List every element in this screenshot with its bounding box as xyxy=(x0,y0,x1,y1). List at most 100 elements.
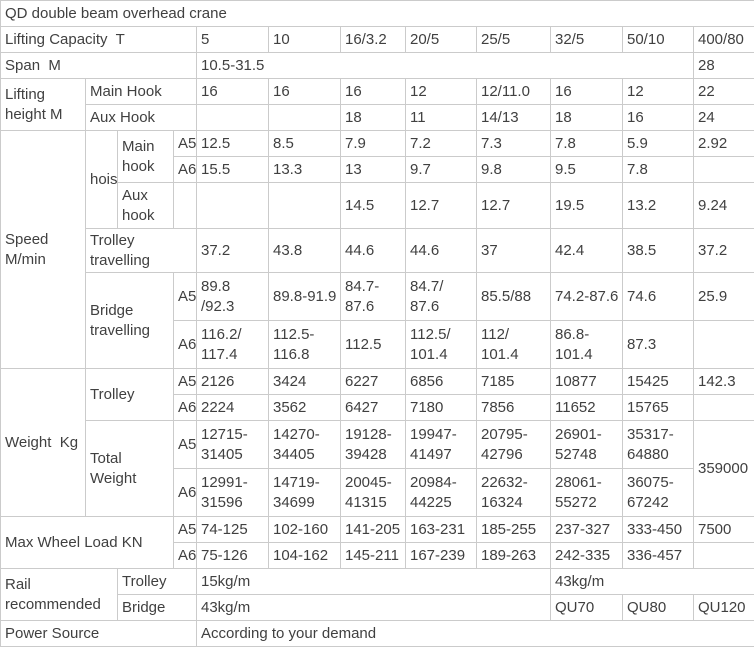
rail-bridge-qu-value: QU120 xyxy=(692,594,754,621)
bridge-a6-value: 86.8- 101.4 xyxy=(550,320,623,369)
rail-trolley-label: Trolley xyxy=(117,568,197,595)
hoist-aux-value: 12.7 xyxy=(476,182,551,229)
grade-a5-label: A5 xyxy=(173,130,197,157)
bridge-a5-value: 84.7-87.6 xyxy=(340,272,406,321)
wheel-a6-value: 167-239 xyxy=(405,542,477,569)
main-hook-value: 16 xyxy=(550,78,623,105)
total-weight-a6-value: 22632- 16324 xyxy=(476,468,551,517)
grade-a6-label: A6 xyxy=(173,542,197,569)
power-source-label: Power Source xyxy=(0,620,197,647)
wheel-a5-value: 163-231 xyxy=(405,516,477,543)
capacity-value: 20/5 xyxy=(405,26,477,53)
trolley-travelling-value: 37.2 xyxy=(196,228,269,273)
wheel-a6-value: 75-126 xyxy=(196,542,269,569)
hoist-main-a5-value: 2.92 xyxy=(692,130,754,157)
bridge-a5-value: 85.5/88 xyxy=(476,272,551,321)
total-weight-a6-value: 12991- 31596 xyxy=(196,468,269,517)
hoist-main-a5-value: 7.8 xyxy=(550,130,623,157)
bridge-a5-value: 84.7/ 87.6 xyxy=(405,272,477,321)
empty-cell xyxy=(173,182,197,229)
main-hook-value: 22 xyxy=(692,78,754,105)
hoist-main-a5-value: 7.9 xyxy=(340,130,406,157)
bridge-travelling-label: Bridge travelling xyxy=(85,272,174,369)
main-hook-value: 16 xyxy=(340,78,406,105)
rail-trolley-left-value: 15kg/m xyxy=(196,568,551,595)
weight-trolley-a5-value: 142.3 xyxy=(692,368,754,395)
total-weight-a5-value: 35317- 64880 xyxy=(622,420,694,469)
weight-trolley-a5-value: 2126 xyxy=(196,368,269,395)
weight-trolley-a5-value: 10877 xyxy=(550,368,623,395)
main-hook-label: Main Hook xyxy=(85,78,197,105)
wheel-a6-value: 242-335 xyxy=(550,542,623,569)
span-label: Span M xyxy=(0,52,197,79)
total-weight-a5-value: 19947- 41497 xyxy=(405,420,477,469)
hoist-aux-value: 9.24 xyxy=(692,182,754,229)
speed-label: Speed M/min xyxy=(0,130,86,369)
grade-a6-label: A6 xyxy=(173,394,197,421)
rail-bridge-qu-value: QU80 xyxy=(622,594,694,621)
total-weight-a5-value: 26901- 52748 xyxy=(550,420,623,469)
bridge-a6-value: 112.5/ 101.4 xyxy=(405,320,477,369)
hoist-main-a6-value: 13 xyxy=(340,156,406,183)
lifting-capacity-label: Lifting Capacity T xyxy=(0,26,197,53)
total-weight-merged-value: 359000 xyxy=(692,420,754,517)
capacity-value: 50/10 xyxy=(622,26,694,53)
aux-hook-value: 14/13 xyxy=(476,104,551,131)
aux-hook-label: Aux Hook xyxy=(85,104,197,131)
trolley-travelling-label: Trolley travelling xyxy=(85,228,197,273)
hoist-main-a6-value: 15.5 xyxy=(196,156,269,183)
aux-hook-value: 18 xyxy=(550,104,623,131)
total-weight-a6-value: 14719- 34699 xyxy=(268,468,341,517)
hoist-main-a6-value: 9.5 xyxy=(550,156,623,183)
wheel-a5-value: 333-450 xyxy=(622,516,694,543)
trolley-travelling-value: 42.4 xyxy=(550,228,623,273)
wheel-a5-value: 74-125 xyxy=(196,516,269,543)
weight-trolley-a5-value: 6227 xyxy=(340,368,406,395)
main-hook-value: 12 xyxy=(405,78,477,105)
trolley-travelling-value: 44.6 xyxy=(405,228,477,273)
total-weight-a5-value: 20795- 42796 xyxy=(476,420,551,469)
wheel-a6-value: 189-263 xyxy=(476,542,551,569)
hoist-aux-value: 13.2 xyxy=(622,182,694,229)
max-wheel-load-label: Max Wheel Load KN xyxy=(0,516,174,569)
hoist-aux-value: 14.5 xyxy=(340,182,406,229)
hoist-main-a5-value: 7.3 xyxy=(476,130,551,157)
hoist-main-a6-value: 7.8 xyxy=(622,156,694,183)
wheel-a5-value: 7500 xyxy=(692,516,754,543)
bridge-a5-value: 74.2-87.6 xyxy=(550,272,623,321)
empty-cell xyxy=(268,182,341,229)
trolley-travelling-value: 37.2 xyxy=(692,228,754,273)
empty-cell xyxy=(692,542,754,569)
weight-trolley-a6-value: 7856 xyxy=(476,394,551,421)
capacity-value: 25/5 xyxy=(476,26,551,53)
total-weight-a5-value: 12715- 31405 xyxy=(196,420,269,469)
aux-hook-value: 24 xyxy=(692,104,754,131)
power-source-value: According to your demand xyxy=(195,620,754,647)
rail-trolley-right-value: 43kg/m xyxy=(549,568,754,595)
aux-hook-value: 16 xyxy=(622,104,694,131)
weight-trolley-a6-value: 6427 xyxy=(340,394,406,421)
trolley-travelling-value: 44.6 xyxy=(340,228,406,273)
bridge-a5-value: 89.8-91.9 xyxy=(268,272,341,321)
bridge-a6-value: 112.5 xyxy=(340,320,406,369)
bridge-a5-value: 74.6 xyxy=(622,272,694,321)
aux-hook-value: 18 xyxy=(340,104,406,131)
main-hook-value: 16 xyxy=(196,78,269,105)
hoist-aux-value: 12.7 xyxy=(405,182,477,229)
grade-a6-label: A6 xyxy=(173,320,197,369)
bridge-a5-value: 89.8 /92.3 xyxy=(196,272,269,321)
grade-a6-label: A6 xyxy=(173,468,197,517)
weight-trolley-a6-value: 2224 xyxy=(196,394,269,421)
hoist-aux-label: Aux hook xyxy=(117,182,174,229)
rail-bridge-label: Bridge xyxy=(117,594,197,621)
main-hook-value: 12 xyxy=(622,78,694,105)
grade-a5-label: A5 xyxy=(173,272,197,321)
weight-trolley-a6-value: 7180 xyxy=(405,394,477,421)
weight-trolley-a5-value: 3424 xyxy=(268,368,341,395)
bridge-a6-value: 116.2/ 117.4 xyxy=(196,320,269,369)
hoist-main-a6-value: 9.8 xyxy=(476,156,551,183)
empty-cell xyxy=(196,182,269,229)
trolley-travelling-value: 43.8 xyxy=(268,228,341,273)
span-value: 10.5-31.5 xyxy=(196,52,694,79)
weight-trolley-a6-value: 15765 xyxy=(622,394,694,421)
